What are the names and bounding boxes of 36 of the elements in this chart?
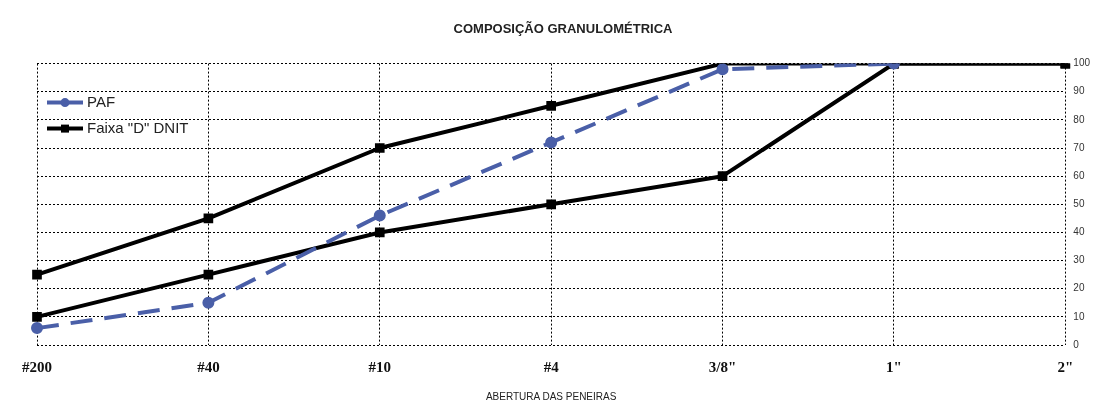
x-tick-label: 3/8"	[708, 358, 737, 375]
y-tick-label: 30	[1073, 254, 1085, 266]
x-tick-label: 1"	[886, 358, 902, 375]
y-tick-label: 90	[1073, 85, 1085, 97]
point	[203, 269, 214, 280]
point	[716, 63, 729, 76]
point	[717, 171, 728, 181]
y-tick-label: 0	[1073, 338, 1080, 350]
x-tick-label: 2"	[1057, 358, 1074, 375]
point	[546, 100, 556, 111]
y-tick-label: 70	[1073, 141, 1085, 153]
point	[31, 322, 43, 335]
point	[374, 143, 385, 153]
x-axis-title: ABERTURA DAS PENEIRAS	[485, 390, 617, 402]
x-tick-label: #10	[368, 358, 392, 375]
y-tick-label: 100	[1073, 57, 1091, 69]
y-tick-label: 10	[1073, 310, 1085, 322]
x-tick-label: #4	[543, 358, 560, 375]
legend-label: PAF	[87, 92, 116, 110]
x-tick-label: #200	[22, 358, 52, 375]
y-tick-label: 40	[1073, 226, 1085, 238]
y-tick-label: 50	[1073, 198, 1085, 210]
y-tick-label: 80	[1073, 113, 1085, 125]
point	[374, 227, 385, 238]
point	[373, 209, 386, 222]
y-tick-label: 20	[1073, 282, 1085, 294]
point	[32, 312, 42, 322]
point	[202, 296, 215, 309]
point	[545, 136, 558, 149]
legend-label: Faixa "D" DNIT	[87, 118, 189, 136]
point	[32, 269, 42, 280]
y-tick-label: 60	[1073, 169, 1085, 181]
chart-title: COMPOSIÇÃO GRANULOMÉTRICA	[453, 21, 674, 37]
point	[203, 213, 214, 224]
point	[546, 199, 556, 210]
x-tick-label: #40	[197, 358, 220, 375]
